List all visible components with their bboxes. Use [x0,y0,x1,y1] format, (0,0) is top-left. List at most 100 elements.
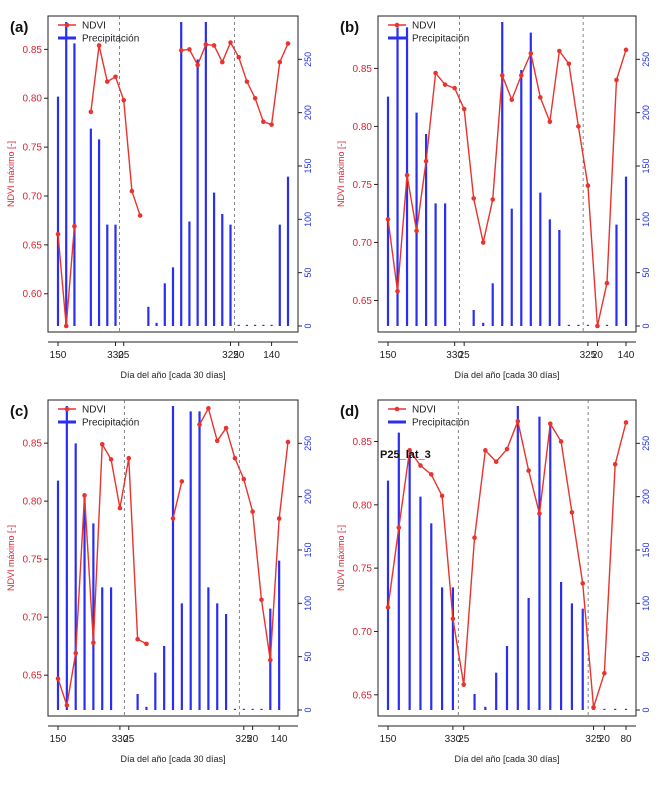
chart-panel-4: 0.65 0.70 0.75 0.80 0.85 0 50 100 150 200 250 150 33… [336,399,651,764]
x-axis-title: Día del año [cada 30 días] [454,370,559,380]
y-tick-label: 0.85 [23,439,43,450]
ndvi-point [170,516,176,521]
x-tick-label: 140 [271,734,288,745]
ndvi-point [285,41,291,46]
ndvi-point [228,40,233,45]
legend-precipitation-label: Precipitación [412,418,469,429]
ndvi-point [252,95,258,101]
y-tick-label: 0.70 [23,613,43,624]
ndvi-point [250,509,255,514]
ndvi-point [104,79,110,84]
y2-tick-label: 100 [303,212,313,227]
ndvi-point [259,597,264,603]
x-tick-label: 325 [585,734,602,745]
ndvi-point [614,77,619,83]
chart-panel-1: 0.60 0.65 0.70 0.75 0.80 0.85 0 50 100 150 200 250 1… [6,15,313,380]
ndvi-point [385,605,391,610]
y-tick-label: 0.75 [23,143,43,154]
plot-frame [47,15,299,333]
panel-label: (b) [340,19,359,36]
ndvi-point [518,73,524,78]
ndvi-point [442,82,448,87]
ndvi-point [509,97,515,103]
ndvi-point [395,288,400,294]
legend-ndvi-marker [64,406,70,412]
legend-ndvi-marker [64,22,70,28]
ndvi-point [452,85,457,91]
x-tick-label: 150 [50,734,67,745]
ndvi-point [537,511,542,516]
legend-ndvi-marker [394,406,400,412]
y2-tick-label: 250 [303,52,313,67]
ndvi-point [499,73,505,78]
ndvi-point [490,197,496,202]
y-tick-label: 0.70 [353,238,373,249]
ndvi-point [595,323,600,329]
ndvi-point [206,406,211,411]
x-tick-label: 140 [263,350,280,361]
ndvi-point [526,468,531,473]
panel-label: (c) [10,403,28,420]
x-axis-title: Día del año [cada 30 días] [120,754,225,764]
chart-panel-2: 0.65 0.70 0.75 0.80 0.85 0 50 100 150 200 250 150 33… [336,15,651,380]
ndvi-point [439,493,445,499]
y2-tick-label: 50 [641,268,651,278]
x-tick-label: 330 [446,350,463,361]
ndvi-point [88,109,94,115]
ndvi-point [211,43,217,48]
y2-tick-label: 200 [641,105,651,120]
ndvi-point [433,70,438,76]
y-tick-label: 0.75 [23,555,43,566]
y-tick-label: 0.65 [353,296,373,307]
ndvi-point [585,183,591,188]
y2-tick-label: 150 [303,542,313,557]
ndvi-point [108,457,114,462]
ndvi-point [423,158,429,164]
y-axis-title: NDVI máximo [-] [6,525,16,591]
y2-tick-label: 200 [641,489,651,504]
x-tick-label: 150 [380,734,397,745]
x-tick-label: 25 [458,734,470,745]
x-axis-title: Día del año [cada 30 días] [120,370,225,380]
y-axis-title: NDVI máximo [-] [336,525,346,591]
ndvi-point [55,676,61,681]
chart-panel-3: 0.65 0.70 0.75 0.80 0.85 0 50 100 150 200 250 150 33… [6,399,313,764]
ndvi-point [113,74,118,80]
ndvi-point [144,641,149,647]
ndvi-line [198,406,289,661]
ndvi-point [91,640,96,646]
y2-tick-label: 100 [303,596,313,611]
y2-tick-label: 250 [641,436,651,451]
y-tick-label: 0.80 [353,122,373,133]
y2-tick-label: 250 [641,52,651,67]
ndvi-point [55,231,61,237]
ndvi-point [96,43,102,48]
ndvi-point [450,616,456,622]
panel-annotation: P25_lat_3 [380,449,431,461]
plot-frame [377,15,637,333]
ndvi-point [471,196,476,201]
ndvi-point [135,636,140,642]
y-tick-label: 0.85 [353,64,373,75]
y-axis-title: NDVI máximo [-] [336,141,346,207]
y-tick-label: 0.80 [353,500,373,511]
ndvi-point [197,422,202,427]
y-tick-label: 0.85 [353,437,373,448]
y-tick-label: 0.70 [353,627,373,638]
x-tick-label: 20 [247,734,259,745]
y-tick-label: 0.60 [23,289,43,300]
ndvi-point [418,463,423,468]
ndvi-point [129,188,135,194]
y2-tick-label: 50 [303,652,313,662]
ndvi-point [538,95,543,100]
ndvi-point [404,172,410,178]
ndvi-point [604,280,610,286]
x-tick-label: 20 [599,734,611,745]
ndvi-point [407,448,412,453]
x-tick-label: 140 [618,350,635,361]
ndvi-point [472,535,477,541]
x-tick-label: 25 [118,350,130,361]
y-axis-title: NDVI máximo [-] [6,141,16,207]
ndvi-point [236,54,242,60]
